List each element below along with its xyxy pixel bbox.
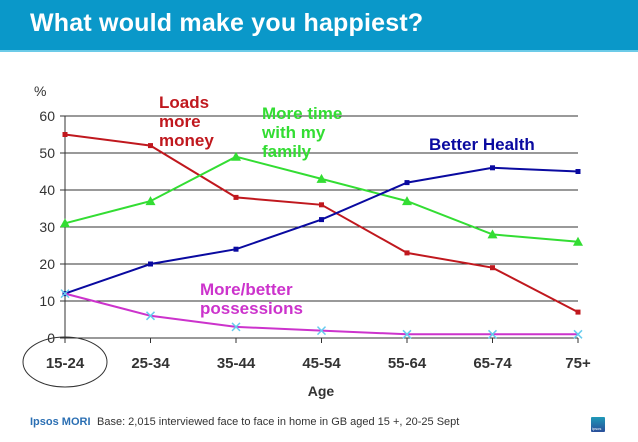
series-label-1: More time [262,104,342,123]
x-tick-label: 45-54 [302,355,341,372]
data-point [233,246,239,252]
x-marker-stroke [231,322,241,332]
series-label-0: Loads [159,93,209,112]
y-tick-label: 40 [39,182,55,198]
data-point [402,196,412,206]
x-tick-label: 75+ [565,355,591,372]
title-banner: What would make you happiest? [0,0,638,52]
data-point [402,329,412,339]
logo-text: ipsos [592,426,602,431]
data-point [319,202,324,208]
ipsos-logo-icon: ipsos [591,417,605,432]
y-tick-label: 10 [39,293,55,309]
series-label-3: More/better [200,280,293,299]
data-point [404,250,410,256]
series-label-1: family [262,142,312,161]
base-note: Base: 2,015 interviewed face to face in … [97,416,460,428]
data-point [575,309,581,315]
y-axis-label: % [34,83,46,99]
data-point [145,311,156,321]
y-tick-label: 50 [39,145,55,161]
data-point [316,326,327,336]
data-point [490,165,495,171]
series-label-1: with my [261,123,326,142]
chart-title: What would make you happiest? [30,9,424,37]
series-line-0 [64,133,579,313]
series-line-1 [64,155,579,243]
ipsos-mori-brand: Ipsos MORI [30,416,91,428]
x-marker-stroke [402,329,412,339]
y-tick-label: 20 [39,256,55,272]
series-label-3: possessions [200,299,303,318]
highlight-ellipse [22,336,108,388]
data-point [404,180,410,186]
x-tick-label: 65-74 [473,355,512,372]
data-point [231,322,241,332]
data-point [573,329,583,339]
x-tick-label: 25-34 [131,355,170,372]
data-point [145,196,156,206]
x-marker-stroke [60,289,70,299]
data-point [573,236,583,246]
x-axis-label: Age [308,383,335,399]
x-marker-stroke [145,311,156,321]
data-point [148,261,153,267]
data-point [319,217,324,223]
data-point [575,169,581,174]
series-label-2: Better Health [429,135,535,154]
x-tick-label: 35-44 [217,355,256,372]
x-marker-stroke [573,329,583,339]
series-label-0: more [159,112,201,131]
x-tick-label: 15-24 [46,355,85,372]
data-point [233,194,239,200]
data-point [316,173,327,183]
series-line-2 [64,166,579,295]
series-label-0: money [159,131,214,150]
data-point [487,329,498,339]
data-point [231,151,241,161]
data-point [60,289,70,299]
y-tick-label: 30 [39,219,55,235]
x-marker-stroke [487,329,498,339]
data-point [148,143,153,149]
data-point [487,229,498,239]
data-point [62,132,68,137]
data-point [490,265,495,271]
series-line-3 [64,292,578,336]
x-marker-stroke [316,326,327,336]
y-tick-label: 60 [39,108,55,124]
data-point [60,218,70,228]
x-tick-label: 55-64 [388,355,427,372]
